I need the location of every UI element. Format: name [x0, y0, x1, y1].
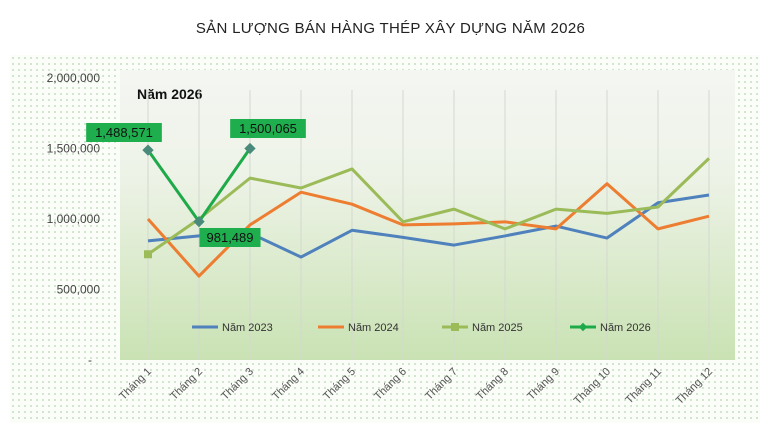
y-tick-label: - — [88, 353, 92, 367]
x-tick-label: Tháng 8 — [474, 366, 511, 403]
legend-marker — [451, 323, 459, 331]
legend-label: Năm 2023 — [222, 322, 273, 334]
data-label-box — [86, 123, 162, 142]
x-tick-label: Tháng 10 — [572, 366, 613, 407]
chart-title: SẢN LƯỢNG BÁN HÀNG THÉP XÂY DỰNG NĂM 202… — [195, 20, 586, 37]
legend-label: Năm 2025 — [472, 322, 523, 334]
x-tick-label: Tháng 9 — [525, 366, 562, 403]
series-marker — [144, 250, 152, 259]
data-label-box — [230, 119, 306, 138]
series-line-3 — [147, 157, 711, 256]
x-tick-label: Tháng 12 — [674, 366, 715, 407]
data-label: 1,488,571 — [95, 125, 153, 140]
x-tick-label: Tháng 6 — [372, 366, 409, 403]
x-tick-label: Tháng 7 — [423, 366, 460, 403]
x-tick-label: Tháng 2 — [168, 366, 205, 403]
y-tick-label: 2,000,000 — [47, 71, 101, 85]
data-label-box — [199, 228, 261, 247]
x-tick-label: Tháng 1 — [117, 366, 154, 403]
chart-subtitle: Năm 2026 — [137, 86, 203, 102]
x-tick-label: Tháng 3 — [219, 366, 256, 403]
series-marker — [142, 144, 154, 156]
series-marker — [193, 215, 205, 228]
legend-label: Năm 2024 — [348, 322, 399, 334]
legend-marker — [578, 322, 588, 332]
x-tick-label: Tháng 5 — [321, 366, 358, 403]
data-label: 1,500,065 — [239, 121, 297, 136]
legend-label: Năm 2026 — [600, 322, 651, 334]
x-tick-label: Tháng 11 — [623, 366, 664, 407]
y-tick-label: 1,500,000 — [47, 142, 101, 156]
y-tick-label: 500,000 — [57, 283, 101, 297]
y-tick-label: 1,000,000 — [47, 212, 101, 226]
data-label: 981,489 — [207, 230, 254, 245]
series-marker — [244, 142, 256, 155]
x-tick-label: Tháng 4 — [270, 366, 307, 403]
